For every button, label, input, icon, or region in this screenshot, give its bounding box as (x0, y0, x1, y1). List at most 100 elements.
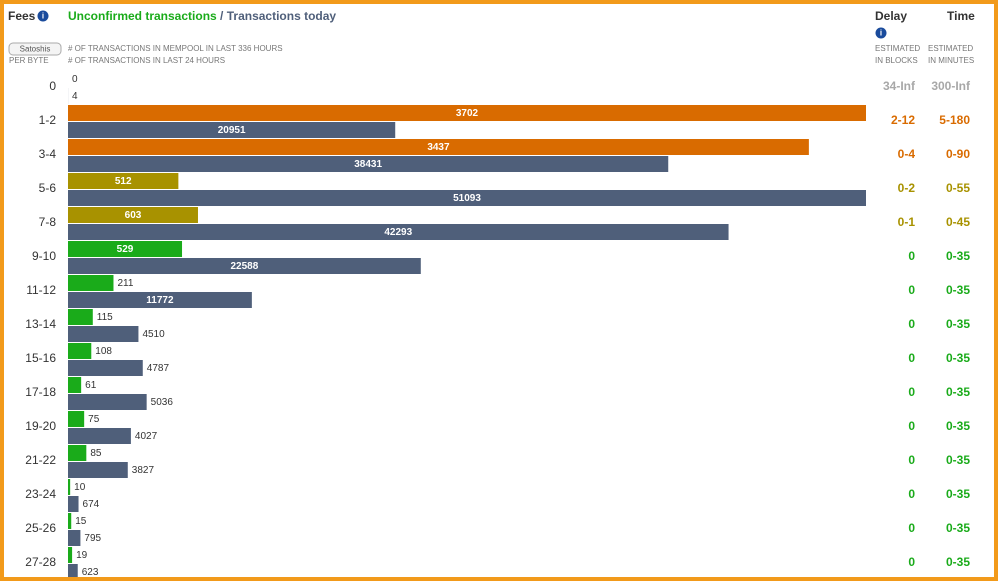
fee-label: 17-18 (25, 385, 56, 399)
delay-caption: ESTIMATED (875, 44, 920, 53)
value-label: 11772 (146, 295, 174, 306)
bar-unconfirmed (68, 241, 183, 257)
fee-label: 25-26 (25, 521, 56, 535)
delay-value: 0 (908, 419, 915, 433)
bar-today (68, 394, 147, 410)
time-value: 0-35 (946, 351, 970, 365)
bar-unconfirmed (68, 207, 198, 223)
value-label: 674 (83, 499, 100, 510)
value-label: 3827 (132, 465, 155, 476)
info-icon-glyph: i (880, 29, 882, 38)
fee-label: 13-14 (25, 317, 56, 331)
unit-select[interactable] (8, 42, 62, 56)
value-label: 211 (117, 278, 133, 289)
delay-value: 0 (908, 317, 915, 331)
bar-today (68, 496, 79, 512)
value-label: 4 (72, 91, 78, 102)
fee-label: 9-10 (32, 249, 56, 263)
delay-value: 0 (908, 385, 915, 399)
caption-mempool: # OF TRANSACTIONS IN MEMPOOL IN LAST 336… (68, 44, 283, 53)
value-label: 5036 (151, 397, 174, 408)
bar-today (68, 564, 78, 580)
delay-value: 0 (908, 283, 915, 297)
time-caption: IN MINUTES (928, 56, 974, 65)
fee-label: 27-28 (25, 555, 56, 569)
value-label: 75 (88, 414, 100, 425)
bar-unconfirmed (68, 411, 85, 427)
bar-today (68, 156, 669, 172)
fee-label: 15-16 (25, 351, 56, 365)
delay-value: 0 (908, 453, 915, 467)
delay-value: 0 (908, 521, 915, 535)
bar-unconfirmed (68, 275, 114, 291)
bar-today (68, 462, 128, 478)
bar-today (68, 360, 143, 376)
bar-unconfirmed (68, 445, 87, 461)
bar-unconfirmed (68, 513, 72, 529)
time-header: Time (947, 9, 975, 23)
time-caption: ESTIMATED (928, 44, 973, 53)
bar-today (68, 190, 866, 206)
unit-select-label: Satoshis (20, 45, 51, 54)
caption-today: # OF TRANSACTIONS IN LAST 24 HOURS (68, 56, 225, 65)
value-label: 51093 (453, 193, 481, 204)
bar-unconfirmed (68, 547, 73, 563)
time-value: 0-35 (946, 385, 970, 399)
value-label: 512 (115, 176, 132, 187)
time-value: 0-35 (946, 487, 970, 501)
bar-unconfirmed (68, 139, 809, 155)
time-value: 0-35 (946, 453, 970, 467)
bar-unconfirmed (68, 173, 179, 189)
fee-label: 23-24 (25, 487, 56, 501)
bar-unconfirmed (68, 479, 71, 495)
info-icon[interactable] (875, 27, 887, 39)
time-value: 0-35 (946, 317, 970, 331)
bar-unconfirmed (68, 309, 93, 325)
bar-today (68, 122, 396, 138)
delay-value: 0 (908, 555, 915, 569)
value-label: 4027 (135, 431, 158, 442)
fee-label: 21-22 (25, 453, 56, 467)
value-label: 623 (82, 567, 99, 578)
fee-label: 3-4 (39, 147, 57, 161)
delay-value: 0 (908, 487, 915, 501)
fee-label: 1-2 (39, 113, 57, 127)
bar-today (68, 258, 421, 274)
time-value: 0-55 (946, 181, 970, 195)
legend-today: Transactions today (227, 9, 337, 23)
value-label: 603 (125, 210, 142, 221)
time-value: 0-35 (946, 419, 970, 433)
per-byte: PER BYTE (9, 56, 49, 65)
value-label: 19 (76, 550, 88, 561)
time-value: 0-35 (946, 555, 970, 569)
delay-value: 0-4 (898, 147, 916, 161)
time-value: 0-35 (946, 249, 970, 263)
bar-unconfirmed (68, 343, 92, 359)
value-label: 42293 (384, 227, 412, 238)
value-label: 4787 (147, 363, 170, 374)
value-label: 20951 (218, 125, 246, 136)
delay-value: 0 (908, 351, 915, 365)
fees-header: Fees (8, 9, 36, 23)
bar-today (68, 530, 81, 546)
fee-label: 19-20 (25, 419, 56, 433)
delay-value: 0-2 (898, 181, 916, 195)
time-value: 300-Inf (931, 79, 971, 93)
time-value: 0-90 (946, 147, 970, 161)
fee-label: 11-12 (26, 283, 56, 297)
value-label: 61 (85, 380, 97, 391)
value-label: 795 (84, 533, 101, 544)
info-icon[interactable] (37, 10, 49, 22)
value-label: 108 (95, 346, 112, 357)
delay-value: 0-1 (898, 215, 916, 229)
value-label: 529 (117, 244, 134, 255)
value-label: 4510 (142, 329, 165, 340)
delay-value: 34-Inf (883, 79, 916, 93)
bar-unconfirmed (68, 105, 866, 121)
legend-title: Unconfirmed transactions / Transactions … (68, 9, 336, 23)
fee-label: 5-6 (39, 181, 57, 195)
value-label: 115 (97, 312, 113, 323)
time-value: 0-35 (946, 283, 970, 297)
